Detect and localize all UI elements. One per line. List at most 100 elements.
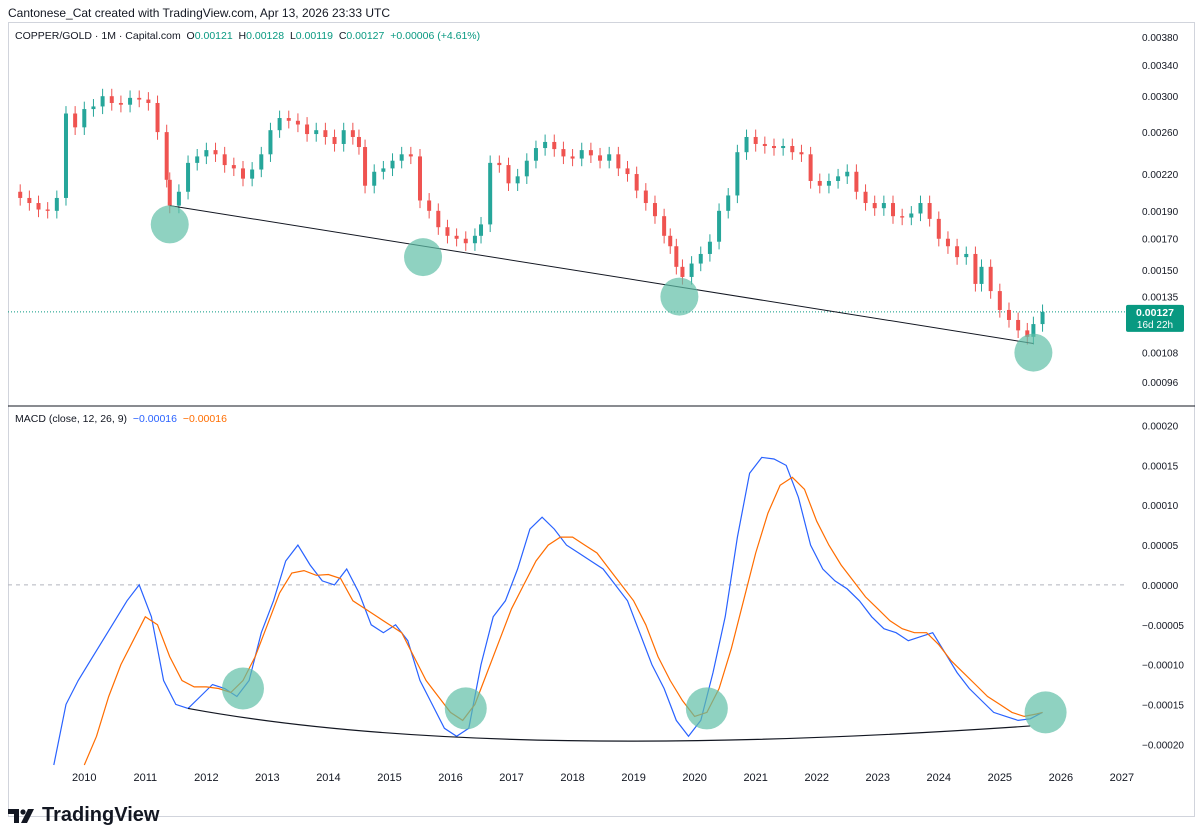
candle-body bbox=[762, 143, 767, 147]
price-tag-value: 0.00127 bbox=[1136, 307, 1174, 319]
candle-body bbox=[1040, 311, 1045, 325]
candle-body bbox=[36, 203, 41, 210]
candle-body bbox=[1025, 330, 1030, 337]
candle-body bbox=[146, 99, 151, 103]
high-value: 0.00128 bbox=[246, 30, 285, 42]
time-axis-tick: 2021 bbox=[743, 772, 767, 784]
macd-line bbox=[53, 456, 1043, 766]
candle-body bbox=[472, 235, 477, 244]
candle-body bbox=[625, 168, 630, 175]
candle-body bbox=[662, 216, 667, 236]
candle-body bbox=[808, 154, 813, 181]
candle-body bbox=[231, 165, 236, 169]
macd-axis-tick: −0.00015 bbox=[1142, 700, 1184, 711]
macd-low-marker bbox=[1024, 691, 1067, 734]
price-legend: COPPER/GOLD · 1M · Capital.com O0.00121 … bbox=[15, 30, 480, 42]
time-axis-tick: 2010 bbox=[72, 772, 96, 784]
candle-body bbox=[598, 155, 603, 161]
time-axis-tick: 2011 bbox=[134, 772, 158, 784]
time-axis-tick: 2017 bbox=[499, 772, 523, 784]
candle-body bbox=[268, 130, 273, 155]
candle-body bbox=[891, 203, 896, 217]
close-label: C bbox=[338, 30, 347, 42]
candle-body bbox=[945, 238, 950, 247]
candle-body bbox=[689, 263, 694, 277]
candle-body bbox=[454, 235, 459, 239]
price-low-marker bbox=[150, 205, 189, 244]
price-axis-tick: 0.00300 bbox=[1142, 92, 1179, 103]
open-value: 0.00121 bbox=[194, 30, 233, 42]
macd-axis-tick: −0.00020 bbox=[1142, 740, 1184, 751]
candle-body bbox=[445, 227, 450, 236]
chart-frame bbox=[8, 22, 1195, 817]
tradingview-logo: TradingView bbox=[8, 804, 159, 827]
macd-axis-tick: 0.00020 bbox=[1142, 422, 1179, 433]
last-price-tag: 0.00127 16d 22h bbox=[1126, 304, 1184, 332]
candle-body bbox=[295, 120, 300, 125]
candle-body bbox=[570, 156, 575, 159]
price-axis-tick: 0.00150 bbox=[1142, 266, 1179, 277]
candle-body bbox=[18, 191, 23, 198]
price-axis-tick: 0.00170 bbox=[1142, 235, 1179, 246]
candle-body bbox=[27, 197, 32, 204]
candle-body bbox=[698, 253, 703, 264]
macd-low-marker bbox=[444, 687, 487, 730]
candle-body bbox=[790, 146, 795, 153]
candle-body bbox=[506, 165, 511, 184]
time-axis-tick: 2015 bbox=[377, 772, 401, 784]
candle-body bbox=[900, 216, 905, 218]
candle-body bbox=[488, 162, 493, 225]
candle-body bbox=[707, 241, 712, 254]
candle-body bbox=[356, 136, 361, 148]
macd-name[interactable]: MACD (close, 12, 26, 9) bbox=[15, 413, 128, 425]
candle-body bbox=[964, 253, 969, 258]
symbol-label[interactable]: COPPER/GOLD · 1M · Capital.com bbox=[15, 30, 181, 42]
candle-body bbox=[735, 152, 740, 196]
candle-body bbox=[781, 146, 786, 149]
candle-body bbox=[259, 154, 264, 170]
candle-body bbox=[91, 106, 96, 110]
price-axis-tick: 0.00108 bbox=[1142, 349, 1179, 360]
candle-body bbox=[515, 176, 520, 184]
candle-body bbox=[332, 136, 337, 144]
price-axis-tick: 0.00190 bbox=[1142, 207, 1179, 218]
chart-credit: Cantonese_Cat created with TradingView.c… bbox=[8, 6, 391, 20]
price-axis-tick: 0.00220 bbox=[1142, 170, 1179, 181]
candle-body bbox=[533, 148, 538, 161]
time-axis-tick: 2022 bbox=[804, 772, 828, 784]
candle-body bbox=[240, 168, 245, 179]
high-label: H bbox=[238, 30, 247, 42]
candle-body bbox=[854, 171, 859, 192]
price-axis-tick: 0.00380 bbox=[1142, 33, 1179, 44]
time-axis-tick: 2020 bbox=[682, 772, 706, 784]
price-axis-tick: 0.00135 bbox=[1142, 293, 1179, 304]
candle-body bbox=[463, 238, 468, 244]
candle-body bbox=[1031, 324, 1036, 337]
candle-body bbox=[82, 109, 87, 128]
candle-body bbox=[726, 195, 731, 211]
candle-body bbox=[314, 130, 319, 135]
candle-body bbox=[668, 235, 673, 247]
candle-body bbox=[479, 224, 484, 236]
candle-body bbox=[350, 130, 355, 137]
low-value: 0.00119 bbox=[295, 30, 333, 42]
time-axis-tick: 2012 bbox=[194, 772, 218, 784]
macd-legend: MACD (close, 12, 26, 9) −0.00016 −0.0001… bbox=[15, 413, 227, 425]
candle-body bbox=[167, 179, 172, 206]
candle-body bbox=[717, 210, 722, 242]
candle-body bbox=[399, 154, 404, 161]
candle-body bbox=[204, 150, 209, 157]
change-value: +0.00006 (+4.61%) bbox=[390, 30, 481, 42]
candle-body bbox=[323, 130, 328, 137]
macd-axis-tick: −0.00010 bbox=[1142, 661, 1184, 672]
time-axis-tick: 2024 bbox=[927, 772, 951, 784]
candle-body bbox=[680, 266, 685, 277]
macd-low-marker bbox=[221, 667, 264, 710]
candle-body bbox=[100, 96, 105, 107]
time-axis-tick: 2013 bbox=[255, 772, 279, 784]
candle-body bbox=[753, 136, 758, 144]
candle-body bbox=[222, 154, 227, 166]
candle-body bbox=[955, 246, 960, 258]
candle-body bbox=[305, 124, 310, 135]
